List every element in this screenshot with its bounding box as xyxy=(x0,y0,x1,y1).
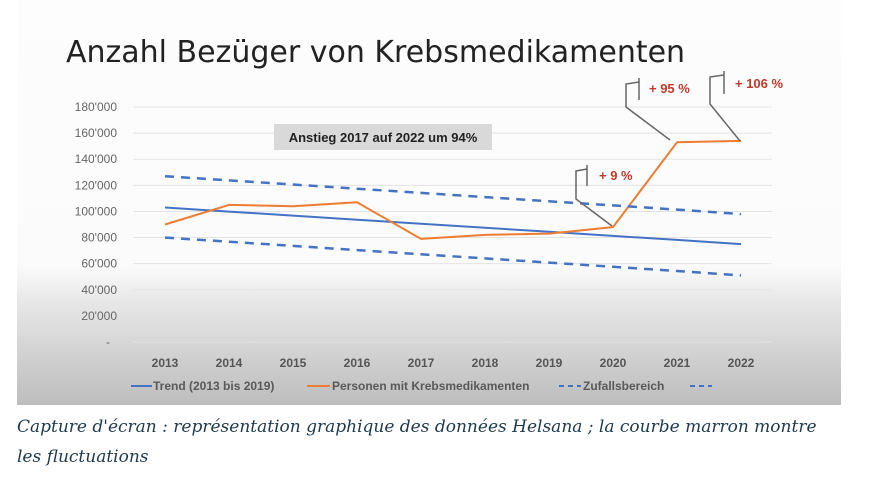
callout-2022: + 106 % xyxy=(709,71,784,142)
legend-label-zufall: Zufallsbereich xyxy=(583,379,664,393)
y-axis-ticks: - 20'000 40'000 60'000 80'000 100'000 120'000 1… xyxy=(75,100,118,349)
image-caption: Capture d'écran : représentation graphiq… xyxy=(17,417,817,467)
callout-leader xyxy=(575,168,613,227)
y-tick-label: 120'000 xyxy=(75,178,118,192)
y-tick-label: 160'000 xyxy=(75,126,118,140)
callout-label: + 9 % xyxy=(599,168,633,183)
x-tick-label: 2013 xyxy=(152,356,179,370)
x-tick-label: 2021 xyxy=(664,356,691,370)
y-tick-label: 60'000 xyxy=(81,257,117,271)
x-axis-ticks: 2013 2014 2015 2016 2017 2018 2019 2020 2021 2022 xyxy=(152,356,755,370)
y-tick-label: 140'000 xyxy=(75,152,118,166)
callout-2021: + 95 % xyxy=(625,78,690,141)
series-line-2 xyxy=(164,174,742,216)
chart-image xyxy=(17,0,841,405)
x-tick-label: 2017 xyxy=(408,356,435,370)
annotation-box: Anstieg 2017 auf 2022 um 94% xyxy=(274,124,492,150)
series-line-3 xyxy=(164,236,742,277)
x-tick-label: 2018 xyxy=(472,356,499,370)
callout-2020: + 9 % xyxy=(575,165,633,227)
x-tick-label: 2015 xyxy=(280,356,307,370)
gridlines xyxy=(133,106,772,343)
callout-leader xyxy=(625,81,671,141)
callout-label: + 95 % xyxy=(649,81,690,96)
chart-title: Anzahl Bezüger von Krebsmedikamenten xyxy=(66,35,685,70)
x-tick-label: 2019 xyxy=(536,356,563,370)
x-tick-label: 2014 xyxy=(216,356,243,370)
series-line-1 xyxy=(164,139,742,240)
y-tick-label: 80'000 xyxy=(81,231,117,245)
series-lines xyxy=(164,139,742,277)
y-tick-label: 180'000 xyxy=(75,100,118,114)
legend-label-trend: Trend (2013 bis 2019) xyxy=(153,379,274,393)
annotation-box-text: Anstieg 2017 auf 2022 um 94% xyxy=(289,130,478,145)
callout-leader xyxy=(709,74,741,142)
series-line-0 xyxy=(164,206,742,246)
y-tick-label: 40'000 xyxy=(81,283,117,297)
y-tick-label: - xyxy=(106,335,110,349)
x-tick-label: 2016 xyxy=(344,356,371,370)
y-tick-label: 100'000 xyxy=(75,204,118,218)
callout-label: + 106 % xyxy=(735,76,784,91)
legend: Trend (2013 bis 2019) Personen mit Krebs… xyxy=(131,379,712,393)
annotation-box-bg xyxy=(274,124,492,150)
x-tick-label: 2020 xyxy=(600,356,627,370)
y-tick-label: 20'000 xyxy=(81,309,117,323)
legend-label-personen: Personen mit Krebsmedikamenten xyxy=(332,379,529,393)
x-tick-label: 2022 xyxy=(728,356,755,370)
chart: Anzahl Bezüger von Krebsmedikamenten - 20… xyxy=(66,35,784,393)
